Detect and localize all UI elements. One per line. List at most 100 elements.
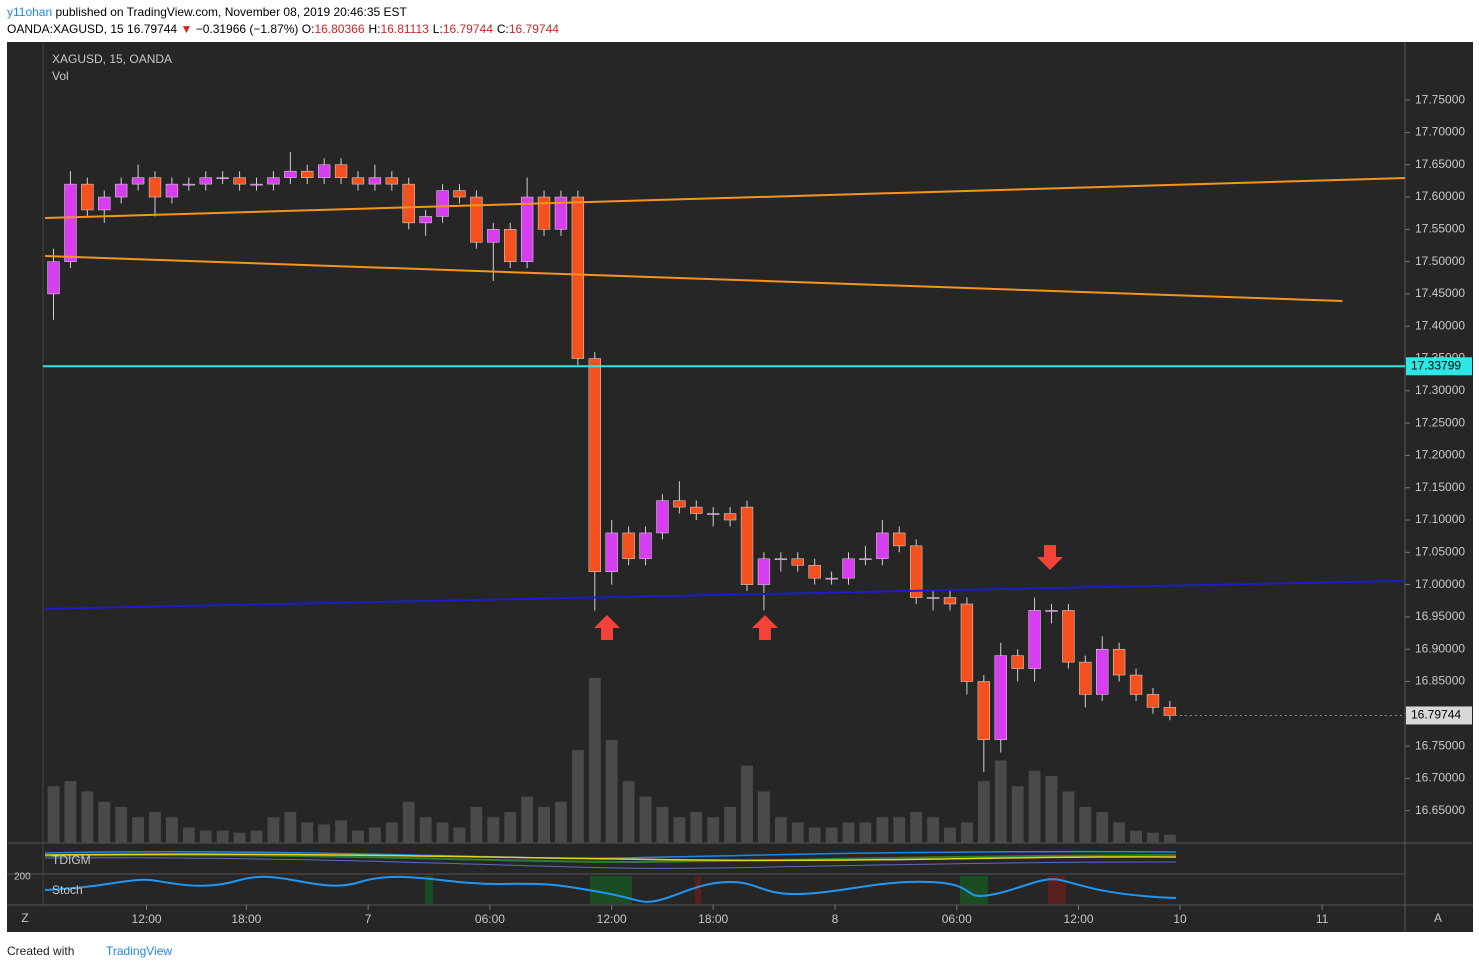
candle-body [1163,707,1177,716]
volume-bar [994,760,1007,843]
volume-bar [419,817,432,843]
x-tick-label: 10 [1173,912,1187,926]
volume-bar [402,801,415,843]
y-tick-label: 17.30000 [1415,383,1465,397]
candle-body [909,545,923,598]
last: 16.79744 [127,22,178,36]
x-tick-label: 7 [365,912,372,926]
volume-bar [1045,775,1058,843]
ohlc-value: 16.79744 [508,22,559,36]
volume-bar [98,801,111,843]
volume-bar [774,817,787,843]
candle-body [436,190,449,217]
y-tick-label: 16.65000 [1415,803,1465,817]
volume-bar [656,806,669,843]
volume-bar [115,806,128,843]
quote-line: OANDA:XAGUSD, 15 16.79744 ▼ −0.31966 (−1… [7,22,563,36]
candle-body [1146,694,1160,708]
volume-bar [1011,786,1024,843]
volume-bar [149,812,161,843]
candle-body [808,564,821,579]
candle-body [47,261,60,295]
candle-body [267,177,280,185]
volume-bar [453,827,466,843]
candle-body [842,558,855,579]
volume-bar [1028,770,1041,843]
candle-body [1011,655,1024,669]
footer-brand: TradingView [106,944,172,958]
ohlc-label: H: [368,22,381,36]
arrows [594,545,1063,640]
candle-body [301,170,314,178]
candle-body [639,532,652,560]
candle-body [723,513,737,521]
volume-bar [927,817,939,843]
down-icon: ▼ [180,22,193,36]
volume-bar [470,806,483,843]
chart-title: XAGUSD, 15, OANDA [52,52,172,66]
candle-body [977,681,990,740]
volume-bar [199,830,212,843]
volume-bar [301,822,314,843]
candle-body [588,358,601,572]
chart-bg [7,42,1473,932]
candle-body [520,196,534,262]
candle-body [774,558,788,561]
candle-body [351,177,365,185]
volume-bar [250,830,263,843]
volume-bar [132,817,145,843]
candle-body [994,655,1007,740]
candle-body [673,500,686,508]
volume-bar [791,822,804,843]
volume-bar [1096,812,1109,843]
ohlc-label: L: [432,22,443,36]
candle-body [1112,648,1126,676]
volume-bar [352,830,364,843]
candle-body [1062,610,1075,663]
published: published on TradingView.com, November 0… [55,5,407,19]
y-tick-label: 17.00000 [1415,577,1465,591]
up-arrow [752,615,778,640]
y-tick-label: 17.20000 [1415,448,1465,462]
ohlc-value: 16.79744 [442,22,493,36]
volume-bar [538,806,550,843]
price-label-bg [1406,357,1472,376]
y-tick-label: 16.75000 [1415,738,1465,752]
volume-bar [622,781,635,843]
corner: A [1434,911,1442,925]
volume-bar [1062,791,1075,843]
x-tick-label: 11 [1316,912,1329,926]
author: y11ohan [7,5,53,19]
volume-bar [1130,830,1142,843]
volume-bar [233,832,246,843]
candle-body [943,597,957,605]
volume-bar [605,739,618,843]
y-tick-label: 16.70000 [1415,771,1465,785]
y-tick-label: 16.90000 [1415,641,1465,655]
up-arrow [594,615,620,640]
candle-body [216,177,229,179]
candle-body [707,513,720,515]
volume-bar [436,822,449,843]
volume-bar [690,812,703,843]
volume-bar [1113,822,1126,843]
volume-bar [487,817,500,843]
volume-bar [893,817,906,843]
vol-label: Vol [52,69,69,83]
y-tick-label: 17.15000 [1415,480,1465,494]
candle-body [385,177,398,185]
candle-body [859,558,872,561]
y-tick-label: 17.65000 [1415,157,1465,171]
volume-bar [741,765,753,843]
trend-line [45,177,1406,220]
y-tick-label: 17.25000 [1415,415,1465,429]
volume-bar [385,822,398,843]
volume-bar [64,781,77,843]
x-tick-label: 12:00 [1064,912,1094,926]
candle-body [554,196,568,230]
y-tick-label: 17.50000 [1415,254,1465,268]
volume-bar [859,822,872,843]
volume-bar [165,817,178,843]
volume-bar [555,801,567,843]
volume-bar [1079,806,1092,843]
